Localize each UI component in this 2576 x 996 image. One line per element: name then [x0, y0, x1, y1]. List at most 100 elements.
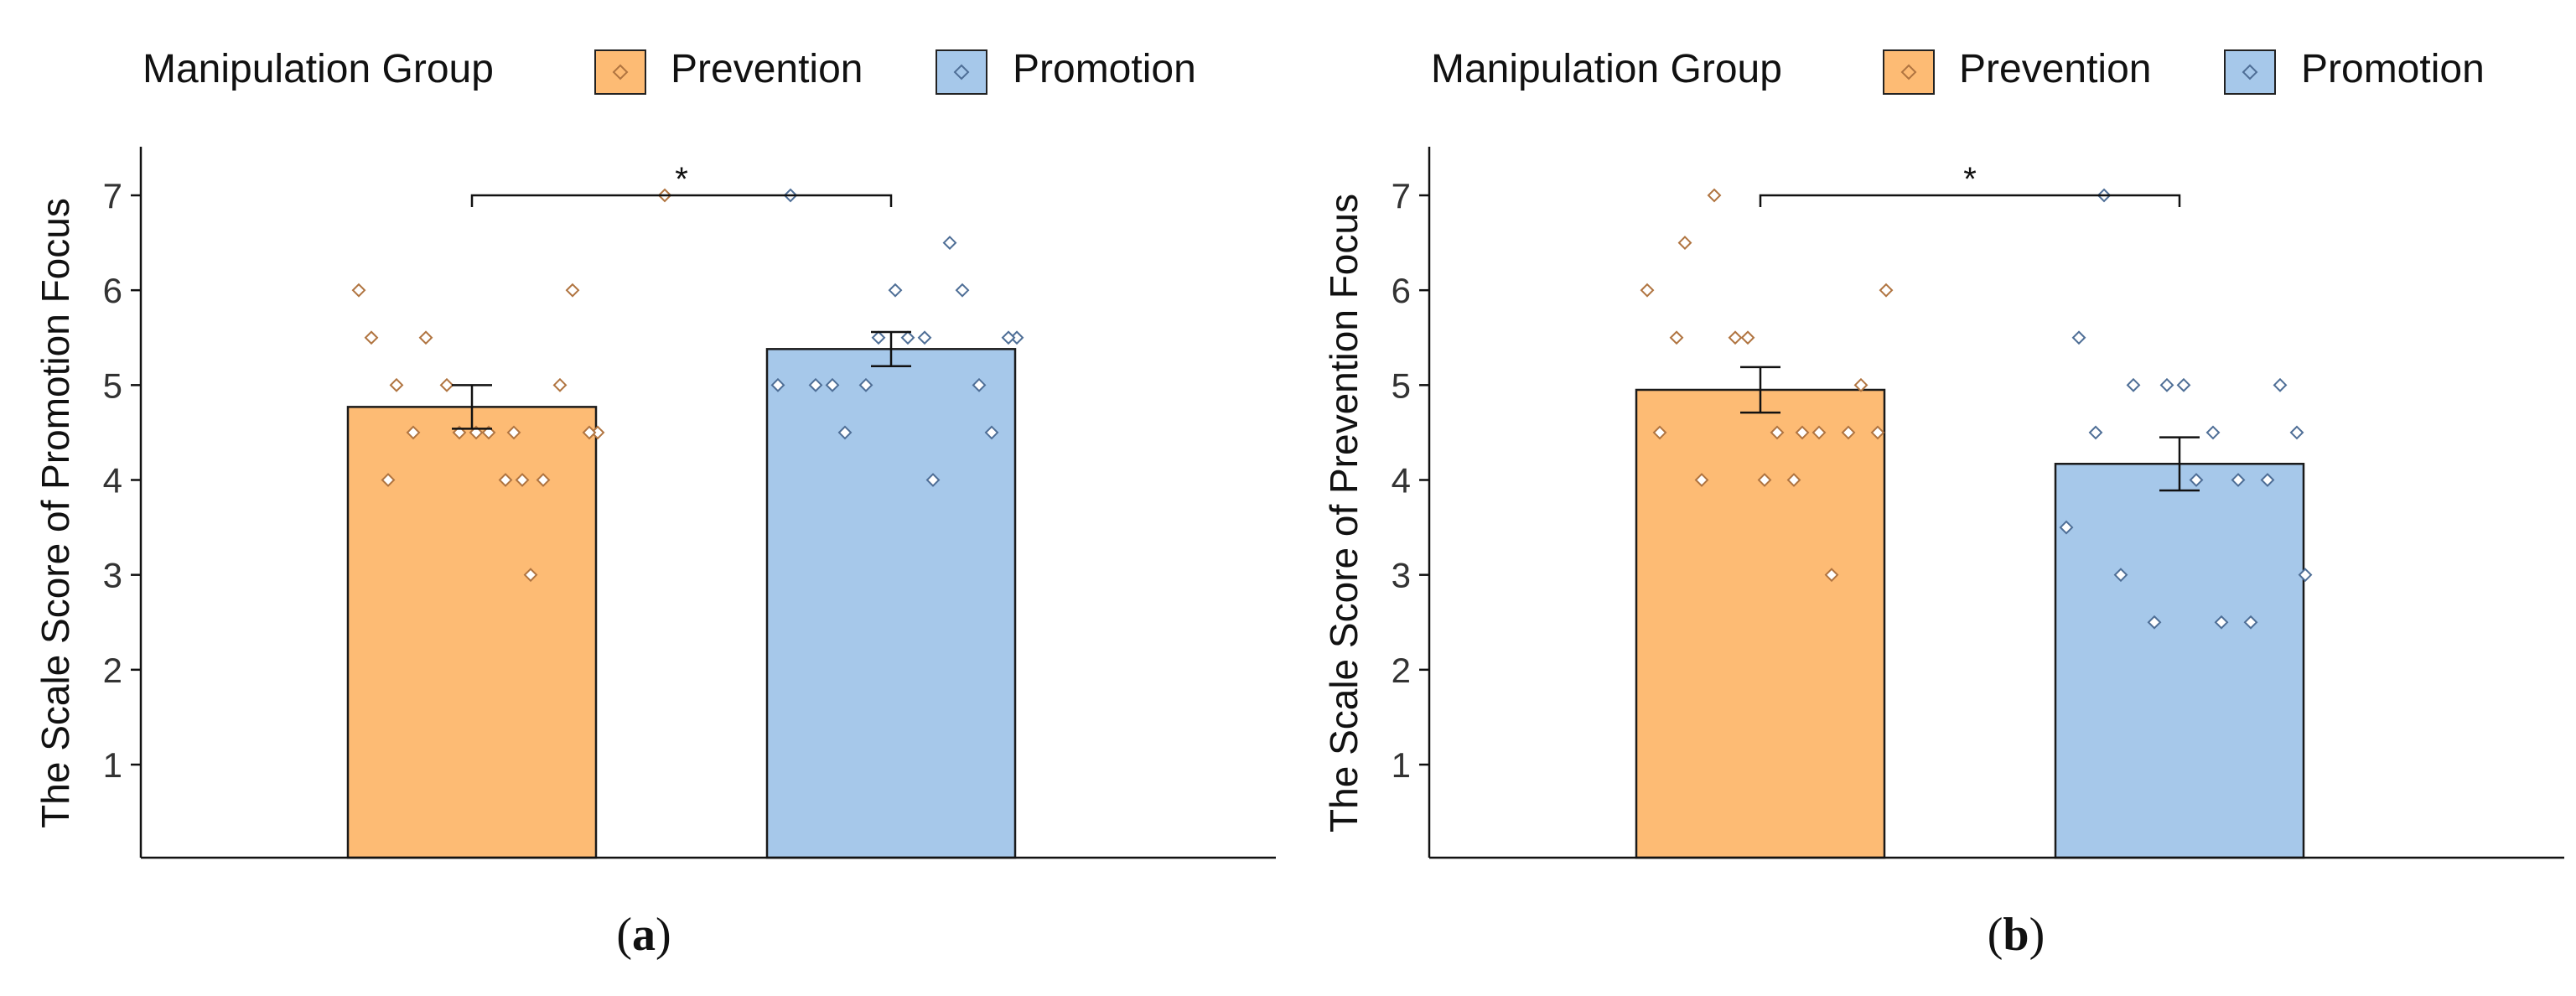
- data-point: [2298, 568, 2313, 583]
- legend-title: Manipulation Group: [143, 47, 494, 91]
- data-point: [2189, 473, 2204, 487]
- legend-title: Manipulation Group: [1431, 47, 1782, 91]
- data-point: [439, 377, 454, 392]
- data-point: [871, 330, 886, 345]
- chart-panel-b: Manipulation Group Prevention Promotion …: [1288, 0, 2576, 992]
- chart-b-svg: Manipulation Group Prevention Promotion …: [1322, 47, 2564, 961]
- legend-label-promotion: Promotion: [1013, 47, 1196, 91]
- y-tick-label: 4: [103, 461, 122, 501]
- data-point: [536, 473, 551, 487]
- chart-a-svg: Manipulation Group Prevention Promotion …: [34, 47, 1276, 961]
- legend-swatch-promotion: [936, 49, 987, 95]
- panel-caption: (a): [616, 909, 671, 961]
- y-tick-label: 7: [103, 176, 122, 215]
- plot-area: * 1 2 3 4 5 6 7: [1392, 147, 2564, 859]
- data-point: [1707, 188, 1722, 203]
- bar-prevention: [1635, 388, 1886, 859]
- chart-panel-a: Manipulation Group Prevention Promotion …: [0, 0, 1288, 992]
- data-point: [2214, 615, 2229, 630]
- data-point: [1728, 330, 1743, 345]
- data-point: [389, 377, 404, 392]
- data-point: [418, 330, 433, 345]
- legend-point-prevention: [612, 64, 629, 80]
- data-point: [364, 330, 379, 345]
- bar-promotion: [2054, 463, 2305, 859]
- data-point: [955, 283, 970, 298]
- data-point: [2071, 330, 2086, 345]
- data-point: [351, 283, 366, 298]
- data-point: [942, 236, 957, 250]
- y-tick-label: 3: [103, 556, 122, 595]
- y-tick-label: 2: [103, 651, 122, 690]
- data-point: [770, 377, 785, 392]
- legend-label-prevention: Prevention: [1959, 47, 2151, 91]
- bar-prevention: [346, 406, 598, 859]
- data-point: [1824, 568, 1839, 583]
- data-point: [888, 283, 903, 298]
- data-point: [2113, 568, 2128, 583]
- legend-point-promotion: [2242, 64, 2258, 80]
- data-point: [2205, 425, 2221, 440]
- y-tick-label: 5: [1392, 366, 1411, 405]
- data-point: [2273, 377, 2288, 392]
- legend-swatch-prevention: [594, 49, 646, 95]
- panel-caption-letter: b: [2003, 909, 2029, 961]
- data-point: [1757, 473, 1772, 487]
- data-point: [506, 425, 521, 440]
- legend-label-promotion: Promotion: [2301, 47, 2485, 91]
- data-point: [2059, 520, 2074, 535]
- data-point: [1786, 473, 1801, 487]
- data-point: [2231, 473, 2246, 487]
- significance-marker: *: [675, 161, 688, 198]
- data-point: [515, 473, 530, 487]
- y-tick-label: 1: [1392, 745, 1411, 785]
- data-point: [1811, 425, 1827, 440]
- data-point: [1770, 425, 1785, 440]
- legend-swatch-prevention: [1883, 49, 1935, 95]
- legend-point-promotion: [953, 64, 970, 80]
- data-point: [2260, 473, 2275, 487]
- y-tick-label: 7: [1392, 176, 1411, 215]
- y-axis-label: The Scale Score of Prevention Focus: [1322, 194, 1366, 833]
- panel-caption-letter: a: [632, 909, 656, 961]
- data-point: [925, 473, 941, 487]
- data-point: [900, 330, 915, 345]
- data-point: [2243, 615, 2258, 630]
- data-point: [825, 377, 840, 392]
- data-point: [1640, 283, 1655, 298]
- data-point: [2176, 377, 2191, 392]
- data-point: [582, 425, 597, 440]
- data-point: [498, 473, 513, 487]
- data-point: [1652, 425, 1667, 440]
- data-point: [381, 473, 396, 487]
- data-point: [406, 425, 421, 440]
- data-point: [1694, 473, 1709, 487]
- y-tick-label: 3: [1392, 556, 1411, 595]
- data-point: [2159, 377, 2174, 392]
- data-point: [972, 377, 987, 392]
- data-point: [858, 377, 873, 392]
- data-point: [1669, 330, 1684, 345]
- significance-bracket: [1759, 194, 2181, 207]
- y-tick-label: 6: [1392, 271, 1411, 310]
- data-point: [1853, 377, 1869, 392]
- legend-swatch-promotion: [2224, 49, 2276, 95]
- data-point: [1795, 425, 1810, 440]
- data-point: [523, 568, 538, 583]
- data-point: [1677, 236, 1692, 250]
- data-point: [1001, 330, 1016, 345]
- data-point: [2147, 615, 2162, 630]
- y-tick-label: 6: [103, 271, 122, 310]
- legend-point-prevention: [1900, 64, 1917, 80]
- y-tick-label: 1: [103, 745, 122, 785]
- y-tick-label: 4: [1392, 461, 1411, 501]
- y-axis-label: The Scale Score of Promotion Focus: [34, 198, 77, 828]
- legend-label-prevention: Prevention: [671, 47, 863, 91]
- data-point: [837, 425, 853, 440]
- plot-area: * 1 2 3 4 5 6 7: [103, 147, 1276, 859]
- data-point: [2126, 377, 2141, 392]
- data-point: [565, 283, 580, 298]
- data-point: [917, 330, 932, 345]
- data-point: [1879, 283, 1894, 298]
- data-point: [1841, 425, 1856, 440]
